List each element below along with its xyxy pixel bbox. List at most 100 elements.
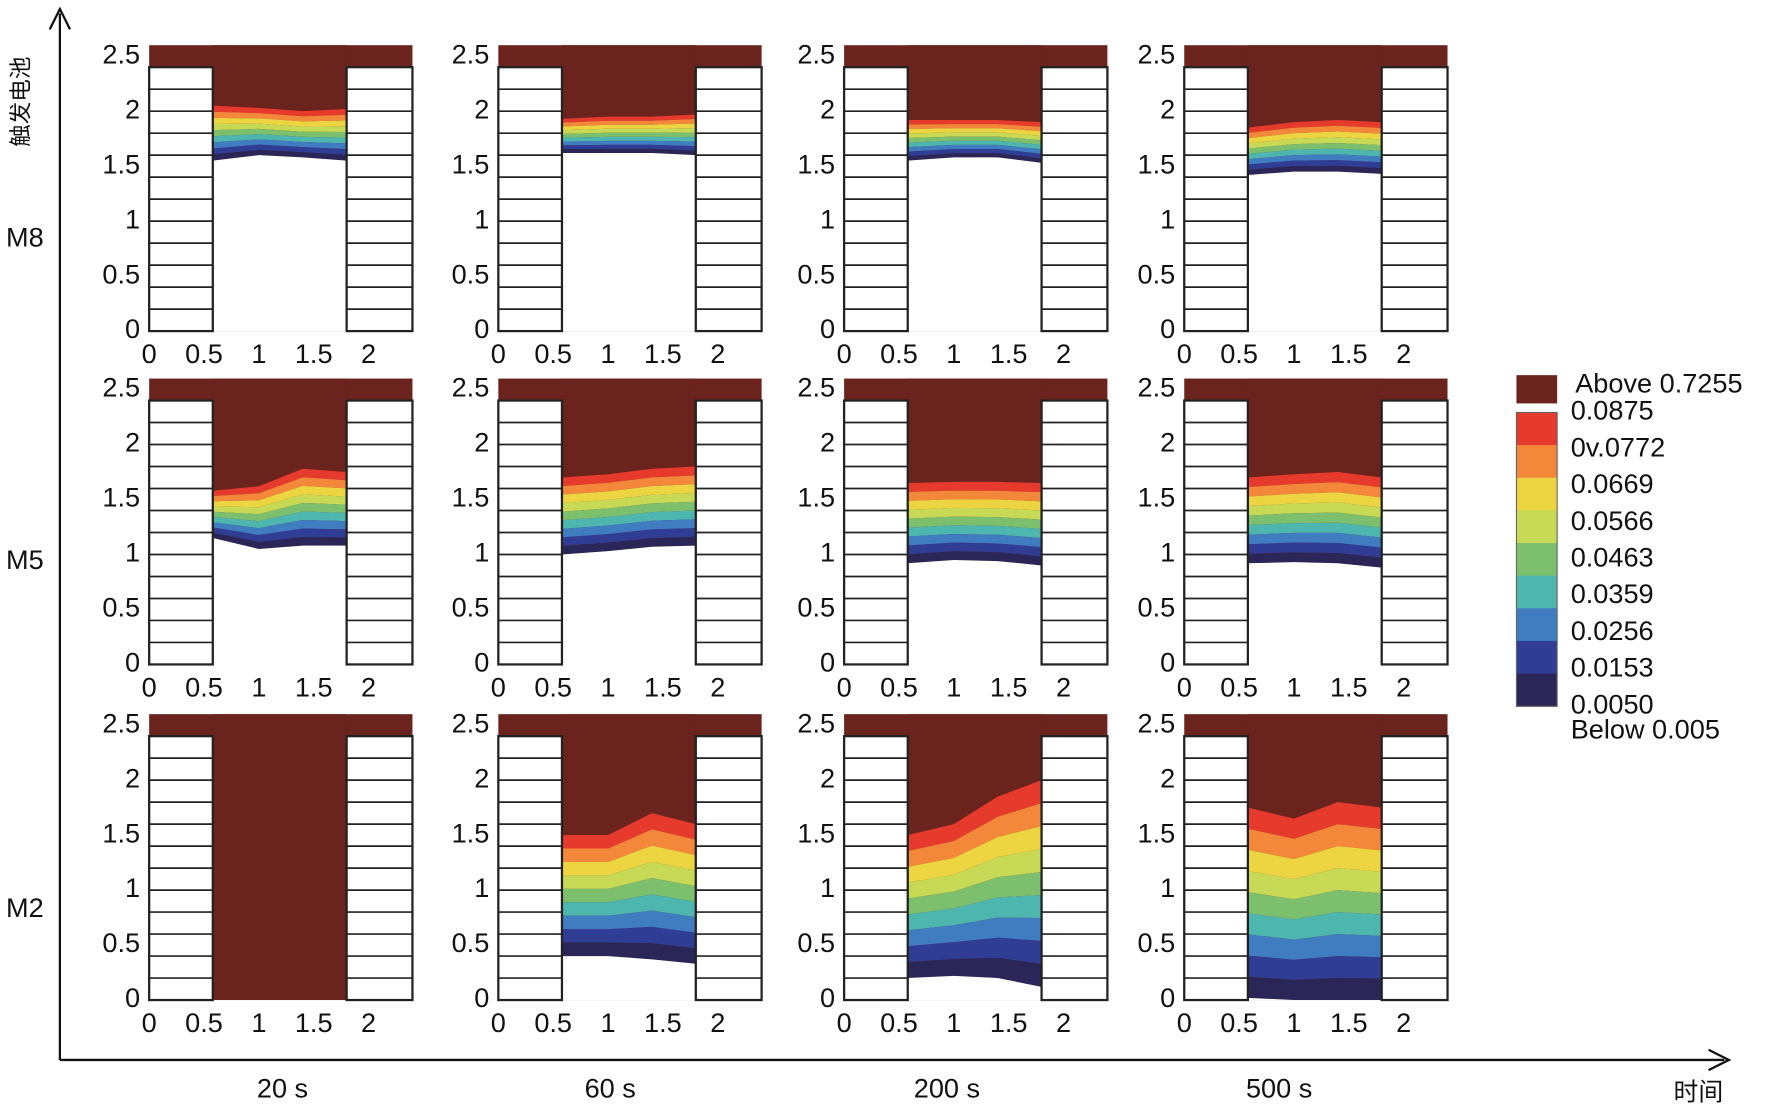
x-tick-label: 2 — [1056, 671, 1071, 702]
legend-label: 0.0566 — [1571, 505, 1654, 536]
x-axis-label: 时间 — [1674, 1078, 1724, 1106]
concentration-band — [561, 926, 696, 949]
concentration-band — [212, 144, 347, 155]
y-tick-label: 1.5 — [102, 482, 140, 513]
concentration-band — [907, 957, 1042, 987]
y-tick-label: 1 — [474, 203, 489, 234]
x-tick-label: 1 — [946, 338, 961, 369]
x-tick-label: 0 — [837, 671, 852, 702]
concentration-band — [1247, 955, 1382, 980]
concentration-band — [561, 132, 696, 138]
y-tick-label: 2.5 — [1138, 707, 1176, 738]
y-tick-label: 0 — [474, 313, 489, 344]
concentration-band — [212, 477, 347, 502]
concentration-band — [1247, 119, 1382, 133]
concentration-band — [907, 144, 1042, 154]
x-tick-label: 2 — [1396, 671, 1411, 702]
y-tick-label: 0.5 — [1138, 258, 1176, 289]
concentration-band — [561, 536, 696, 555]
below-region — [1247, 562, 1382, 665]
concentration-band — [907, 525, 1042, 538]
legend-swatch — [1516, 575, 1558, 609]
concentration-band — [907, 124, 1042, 132]
x-tick-label: 2 — [361, 671, 376, 702]
y-tick-label: 2.5 — [102, 38, 140, 69]
concentration-band — [561, 878, 696, 903]
legend-swatch — [1516, 640, 1558, 675]
legend-label: 0v.0772 — [1571, 431, 1665, 462]
concentration-band — [907, 153, 1042, 163]
panel: 0 0.5 1 1.5 2 0 0.5 1 1.5 2 2.5 — [102, 38, 414, 369]
concentration-band — [907, 533, 1042, 548]
y-tick-label: 0 — [820, 982, 835, 1013]
concentration-band — [907, 551, 1042, 566]
concentration-band — [907, 119, 1042, 127]
concentration-band — [1247, 890, 1382, 920]
concentration-band — [907, 937, 1042, 964]
x-tick-label: 1.5 — [1330, 338, 1368, 369]
y-tick-label: 1 — [474, 537, 489, 568]
concentration-band — [561, 466, 696, 487]
concentration-band — [212, 139, 347, 150]
column-label: 500 s — [1246, 1073, 1312, 1104]
y-tick-label: 0 — [125, 982, 140, 1013]
concentration-band — [1247, 160, 1382, 170]
y-tick-label: 2.5 — [1138, 372, 1176, 403]
concentration-band — [907, 803, 1042, 867]
y-tick-label: 0 — [1160, 982, 1175, 1013]
column-label: 60 s — [585, 1073, 636, 1104]
x-tick-label: 0 — [1177, 1007, 1192, 1038]
panel: 0 0.5 1 1.5 2 0 0.5 1 1.5 2 2.5 — [452, 707, 763, 1038]
x-tick-label: 1 — [946, 671, 961, 702]
x-tick-label: 2 — [1396, 1007, 1411, 1038]
x-tick-label: 2 — [710, 338, 725, 369]
y-tick-label: 0 — [125, 647, 140, 678]
concentration-band — [561, 128, 696, 135]
concentration-band — [907, 499, 1042, 511]
legend-label: 0.0669 — [1571, 468, 1654, 499]
concentration-band — [212, 123, 347, 132]
concentration-band — [1247, 131, 1382, 144]
y-tick-label: 1.5 — [102, 817, 140, 848]
legend-label: 0.0256 — [1571, 615, 1654, 646]
panel: 0 0.5 1 1.5 2 0 0.5 1 1.5 2 2.5 — [102, 372, 414, 702]
legend-swatch — [1516, 445, 1558, 479]
legend-swatch — [1516, 510, 1558, 544]
y-tick-label: 1.5 — [797, 482, 835, 513]
x-tick-label: 0 — [1177, 671, 1192, 702]
legend-label: 0.0050 — [1571, 688, 1654, 719]
x-tick-label: 2 — [710, 1007, 725, 1038]
x-tick-label: 1.5 — [990, 338, 1028, 369]
concentration-band — [561, 845, 696, 876]
concentration-band — [1247, 934, 1382, 960]
x-tick-label: 0.5 — [1220, 1007, 1258, 1038]
concentration-band — [212, 520, 347, 536]
x-tick-label: 0.5 — [880, 1007, 918, 1038]
concentration-band — [907, 128, 1042, 136]
y-tick-label: 1.5 — [102, 148, 140, 179]
x-arrow — [1708, 1048, 1732, 1072]
concentration-band — [561, 118, 696, 127]
legend-swatch — [1516, 412, 1558, 446]
y-tick-label: 1 — [1160, 537, 1175, 568]
panel: 0 0.5 1 1.5 2 0 0.5 1 1.5 2 2.5 — [102, 707, 414, 1038]
concentration-band — [561, 484, 696, 504]
concentration-band — [212, 468, 347, 496]
y-tick-label: 2 — [1160, 93, 1175, 124]
x-tick-label: 2 — [1056, 338, 1071, 369]
concentration-band — [907, 849, 1042, 899]
y-tick-label: 2 — [1160, 427, 1175, 458]
y-tick-label: 0 — [474, 982, 489, 1013]
concentration-band — [907, 132, 1042, 141]
concentration-band — [1247, 482, 1382, 498]
x-tick-label: 1 — [1286, 338, 1301, 369]
x-tick-label: 1 — [251, 338, 266, 369]
concentration-band — [907, 507, 1042, 520]
concentration-band — [907, 490, 1042, 502]
legend-frame — [1515, 411, 1558, 707]
y-tick-label: 0.5 — [452, 258, 490, 289]
concentration-band — [561, 114, 696, 123]
legend-label: 0.0153 — [1571, 652, 1654, 683]
y-tick-label: 0 — [474, 647, 489, 678]
y-tick-label: 2.5 — [102, 707, 140, 738]
